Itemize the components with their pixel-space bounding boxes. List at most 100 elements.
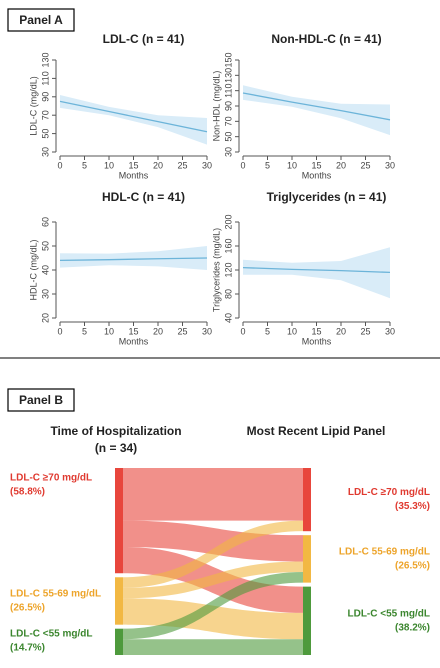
y-axis-label: Triglycerides (mg/dL)	[211, 228, 221, 312]
x-tick-label: 0	[240, 326, 245, 336]
node-label: LDL-C 55-69 mg/dL	[10, 589, 101, 600]
node	[115, 468, 123, 574]
trend-line	[242, 266, 391, 274]
x-axis-label: Months	[119, 170, 149, 180]
node-value-label: (38.2%)	[395, 622, 430, 633]
x-tick-label: 10	[104, 160, 114, 170]
y-tick-label: 30	[40, 289, 50, 299]
y-tick-label: 160	[223, 238, 233, 253]
node-label: LDL-C ≥70 mg/dL	[348, 487, 430, 498]
confidence-band	[60, 94, 207, 145]
x-axis-label: Months	[119, 336, 149, 346]
y-axis-label: LDL-C (mg/dL)	[28, 76, 38, 136]
flow	[123, 639, 303, 655]
x-tick-label: 5	[82, 160, 87, 170]
panel-label: Panel B	[19, 393, 63, 407]
y-tick-label: 120	[223, 262, 233, 277]
y-tick-label: 200	[223, 214, 233, 229]
confidence-band	[243, 247, 390, 299]
y-axis-label: Non-HDL (mg/dL)	[211, 71, 221, 142]
x-tick-label: 30	[385, 326, 395, 336]
x-tick-label: 25	[360, 326, 370, 336]
y-tick-label: 50	[40, 129, 50, 139]
y-tick-label: 40	[223, 313, 233, 323]
trend-line	[242, 92, 391, 121]
y-tick-label: 50	[40, 241, 50, 251]
flow	[123, 520, 303, 588]
x-tick-label: 20	[153, 160, 163, 170]
x-tick-label: 10	[287, 326, 297, 336]
node-label: LDL-C <55 mg/dL	[10, 629, 93, 640]
chart-title: HDL-C (n = 41)	[102, 190, 185, 204]
left-subtitle: (n = 34)	[95, 441, 137, 455]
node	[303, 468, 311, 532]
chart-title: Triglycerides (n = 41)	[267, 190, 387, 204]
y-tick-label: 20	[40, 313, 50, 323]
flow	[123, 572, 303, 640]
chart-title: LDL-C (n = 41)	[103, 32, 185, 46]
y-axis-label: HDL-C (mg/dL)	[28, 239, 38, 300]
x-tick-label: 0	[57, 160, 62, 170]
y-tick-label: 80	[223, 289, 233, 299]
flow	[123, 468, 303, 521]
y-tick-label: 60	[40, 217, 50, 227]
y-tick-label: 30	[223, 147, 233, 157]
node	[303, 535, 311, 583]
x-axis-label: Months	[302, 336, 332, 346]
x-tick-label: 0	[240, 160, 245, 170]
x-tick-label: 25	[177, 160, 187, 170]
y-tick-label: 40	[40, 265, 50, 275]
x-tick-label: 25	[177, 326, 187, 336]
y-tick-label: 150	[223, 52, 233, 67]
confidence-band	[243, 85, 390, 136]
trend-line	[59, 257, 208, 262]
node-label: LDL-C <55 mg/dL	[347, 608, 430, 619]
flow	[123, 598, 303, 640]
flow	[123, 520, 303, 562]
x-tick-label: 15	[311, 326, 321, 336]
x-tick-label: 20	[336, 326, 346, 336]
x-tick-label: 5	[265, 160, 270, 170]
right-title: Most Recent Lipid Panel	[247, 424, 386, 438]
x-tick-label: 0	[57, 326, 62, 336]
x-tick-label: 30	[202, 160, 212, 170]
y-tick-label: 130	[223, 68, 233, 83]
flow	[123, 561, 303, 599]
y-tick-label: 110	[223, 83, 233, 97]
x-tick-label: 30	[385, 160, 395, 170]
x-tick-label: 25	[360, 160, 370, 170]
left-title: Time of Hospitalization	[50, 424, 181, 438]
node	[115, 628, 123, 655]
x-tick-label: 20	[336, 160, 346, 170]
panel-label: Panel A	[19, 13, 63, 27]
y-tick-label: 110	[40, 71, 50, 85]
y-tick-label: 50	[223, 132, 233, 142]
y-tick-label: 70	[40, 110, 50, 120]
node	[115, 577, 123, 625]
y-tick-label: 70	[223, 116, 233, 126]
panel-label-box	[7, 388, 75, 412]
x-tick-label: 5	[82, 326, 87, 336]
x-tick-label: 5	[265, 326, 270, 336]
y-tick-label: 30	[40, 147, 50, 157]
node-value-label: (35.3%)	[395, 501, 430, 512]
x-tick-label: 15	[311, 160, 321, 170]
x-tick-label: 20	[153, 326, 163, 336]
panel-label-box	[7, 8, 75, 32]
x-tick-label: 15	[128, 326, 138, 336]
chart-title: Non-HDL-C (n = 41)	[271, 32, 381, 46]
node-label: LDL-C ≥70 mg/dL	[10, 473, 92, 484]
node	[303, 586, 311, 655]
x-tick-label: 10	[104, 326, 114, 336]
node-value-label: (58.8%)	[10, 487, 45, 498]
y-tick-label: 90	[40, 92, 50, 102]
x-tick-label: 10	[287, 160, 297, 170]
x-tick-label: 30	[202, 326, 212, 336]
node-value-label: (26.5%)	[395, 561, 430, 572]
node-value-label: (14.7%)	[10, 643, 45, 654]
y-tick-label: 130	[40, 52, 50, 67]
y-tick-label: 90	[223, 101, 233, 111]
x-tick-label: 15	[128, 160, 138, 170]
node-label: LDL-C 55-69 mg/dL	[339, 547, 430, 558]
